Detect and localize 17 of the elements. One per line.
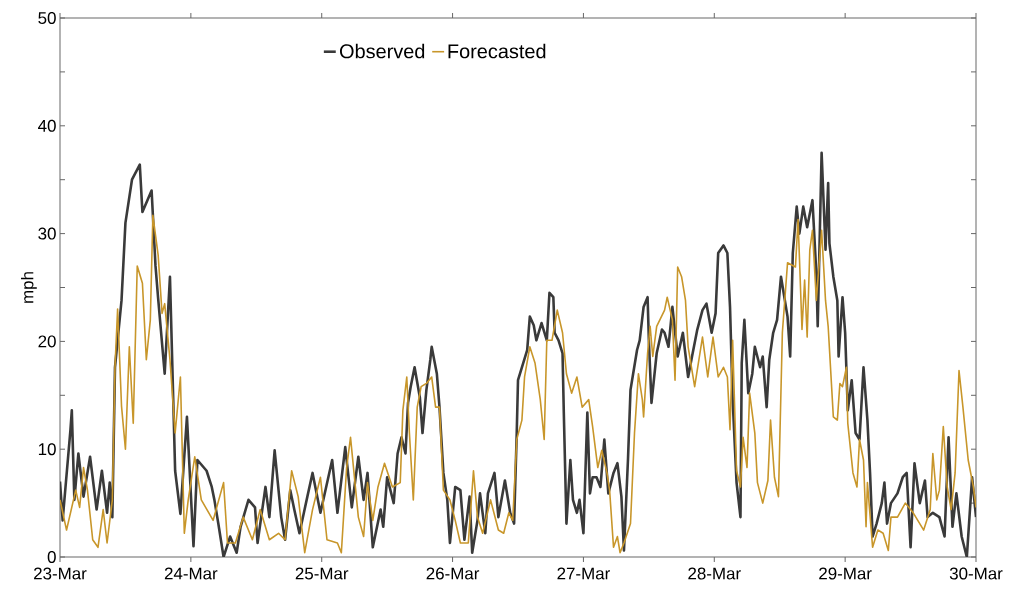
x-tick-label: 25-Mar <box>295 567 349 580</box>
x-tick-label: 24-Mar <box>164 567 218 580</box>
y-tick-label: 0 <box>47 551 56 563</box>
y-tick-label: 40 <box>38 119 56 132</box>
legend-label: Forecasted <box>448 43 546 59</box>
y-axis-title: mph <box>21 272 37 303</box>
x-tick-label: 26-Mar <box>426 567 480 580</box>
x-tick-label: 29-Mar <box>819 567 872 580</box>
y-tick-label: 10 <box>38 443 56 456</box>
x-tick-label: 28-Mar <box>688 567 741 580</box>
x-tick-label: 27-Mar <box>557 567 610 580</box>
y-tick-label: 50 <box>38 12 56 24</box>
y-tick-label: 30 <box>38 227 56 240</box>
y-tick-label: 20 <box>38 335 56 348</box>
x-tick-label: 30-Mar <box>949 567 1003 580</box>
legend-label: Observed <box>339 43 425 59</box>
x-tick-label: 23-Mar <box>34 567 87 580</box>
